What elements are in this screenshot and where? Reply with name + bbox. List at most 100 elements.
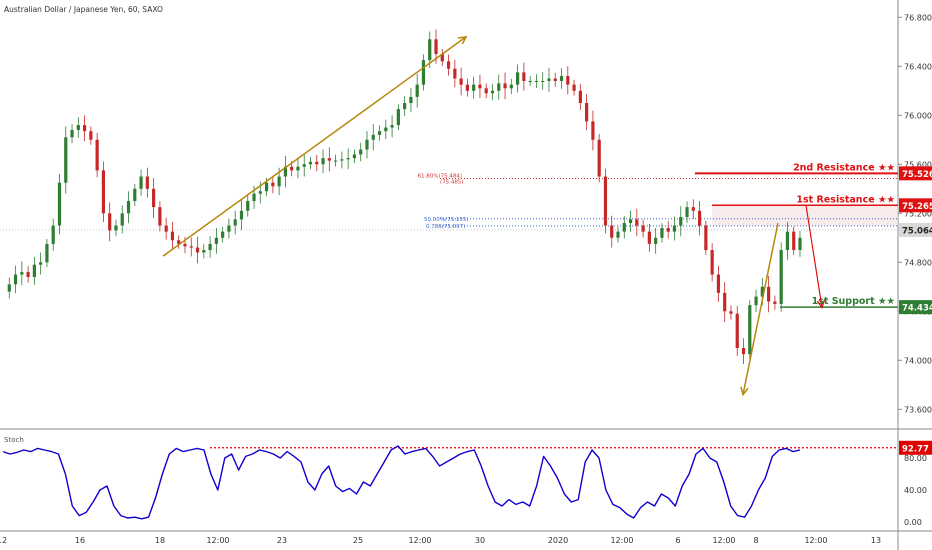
candle-body (697, 210, 702, 226)
candle-body (145, 176, 149, 189)
projection-arrow (805, 205, 823, 308)
candle-body (497, 83, 501, 91)
candle-body (616, 231, 620, 238)
candle-body (139, 176, 143, 189)
candle-body (152, 188, 156, 208)
time-axis-label: 12:00 (206, 536, 229, 545)
candle-body (559, 76, 564, 81)
price-tick-label: 76.400 (904, 62, 932, 71)
time-axis-label: 6 (675, 536, 680, 545)
price-tick-label: 76.800 (904, 13, 932, 22)
candle-body (271, 182, 275, 187)
candle-body (515, 72, 520, 85)
time-axis-label: 2020 (548, 536, 568, 545)
candle-body (622, 223, 626, 232)
candle-body (377, 131, 382, 135)
candle-body (64, 137, 68, 183)
candle-body (164, 225, 168, 232)
first-support-price: 74.434 (902, 304, 932, 314)
candle-body (334, 160, 338, 162)
candle-body (465, 84, 469, 91)
time-axis-label: 30 (475, 536, 485, 545)
uptrend-arrow (162, 36, 467, 257)
time-axis-label: 18 (155, 536, 165, 545)
candle-body (114, 225, 118, 231)
candle-body (403, 103, 407, 110)
time-axis-label: 12 (0, 536, 7, 545)
candle-body (89, 131, 93, 140)
candle-body (666, 227, 670, 232)
candle-body (509, 84, 513, 89)
candle-body (735, 313, 739, 349)
candle-body (359, 149, 363, 155)
stoch-value-label: 92.77 (902, 444, 929, 454)
candle-body (371, 134, 375, 140)
candle-body (264, 182, 269, 192)
candle-body (340, 159, 344, 161)
candle-body (302, 164, 306, 167)
resistance-zone (712, 205, 898, 226)
second-resistance-price: 75.526 (902, 170, 932, 180)
current-price: 75.064 (902, 226, 932, 236)
candle-body (233, 219, 237, 226)
price-tick-label: 75.200 (904, 209, 932, 218)
candle-body (390, 125, 394, 128)
candle-body (202, 250, 206, 253)
candle-body (578, 90, 582, 104)
downtrend-arrow-head (740, 386, 749, 397)
candle-body (679, 216, 683, 226)
candle-body (566, 76, 570, 85)
candle-body (641, 225, 645, 232)
candle-body (760, 286, 764, 297)
candle-body (396, 109, 400, 126)
stoch-value-box (899, 440, 932, 455)
candle-body (428, 39, 432, 61)
candle-body (748, 305, 752, 355)
candle-body (591, 121, 595, 140)
candle-body (258, 191, 262, 194)
candle-body (484, 88, 488, 94)
price-tick-label: 76.000 (904, 111, 932, 120)
chart-title: Australian Dollar / Japanese Yen, 60, SA… (4, 5, 163, 14)
time-axis-label: 12:00 (610, 536, 633, 545)
candle-body (773, 301, 777, 304)
uptrend-arrow-head (457, 35, 468, 45)
stoch-label: Stoch (4, 436, 24, 444)
candle-body (296, 166, 300, 171)
candle-body (704, 225, 708, 251)
candle-body (57, 182, 62, 226)
candle-body (792, 231, 796, 251)
candle-body (547, 78, 551, 81)
candle-body (352, 154, 357, 159)
candle-body (321, 158, 325, 165)
candle-body (541, 80, 545, 82)
candle-body (252, 193, 256, 202)
candle-body (415, 84, 419, 97)
candle-body (189, 246, 193, 248)
candle-body (214, 237, 218, 244)
candle-body (13, 274, 18, 285)
candle-body (710, 250, 714, 275)
time-axis-label: 23 (277, 536, 287, 545)
candle-body (635, 219, 639, 226)
first-support-price-box (899, 300, 932, 315)
first-resistance-price-box (899, 198, 932, 213)
candle-body (522, 72, 526, 81)
candle-body (421, 60, 426, 85)
candle-body (691, 207, 695, 211)
candle-body (446, 61, 451, 69)
candle-body (716, 274, 721, 293)
time-axis-label: 12:00 (408, 536, 431, 545)
time-axis-label: 25 (353, 536, 363, 545)
stoch-tick-label: 80.00 (904, 454, 927, 463)
candle-body (528, 80, 532, 82)
candle-body (779, 250, 783, 304)
current-price-box (899, 222, 932, 237)
candle-body (246, 201, 250, 211)
candle-body (208, 243, 212, 251)
candle-body (723, 292, 727, 312)
candle-body (660, 227, 664, 238)
first-resistance-label: 1st Resistance ★★ (796, 194, 895, 205)
candle-body (628, 219, 633, 224)
